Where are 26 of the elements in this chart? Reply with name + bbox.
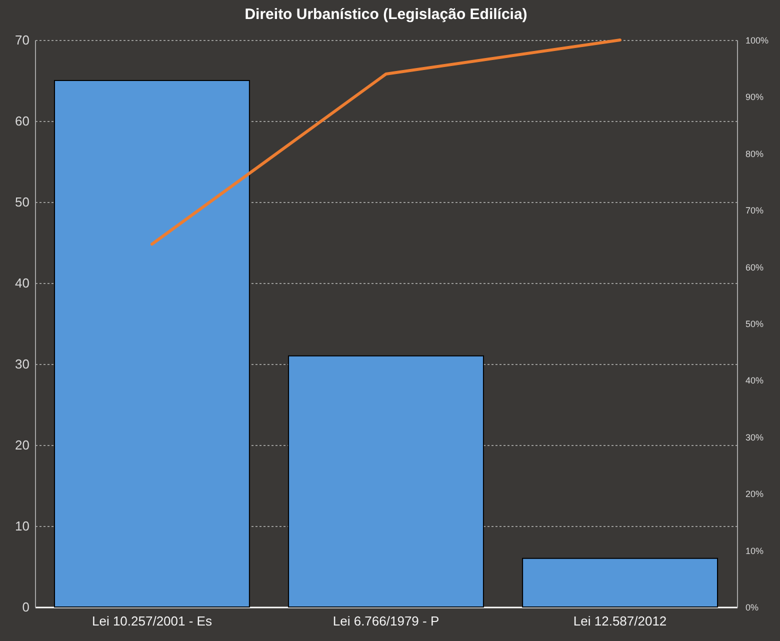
- y2-tick-label: 90%: [746, 92, 764, 102]
- x-tick-label: Lei 6.766/1979 - P: [332, 614, 440, 628]
- bar: [522, 558, 718, 608]
- y-tick-label: 0: [22, 600, 30, 614]
- y2-tick-label: 70%: [746, 206, 764, 216]
- y2-tick-label: 100%: [746, 36, 769, 46]
- y2-tick-label: 50%: [746, 319, 764, 329]
- y2-tick-label: 10%: [746, 546, 764, 556]
- y2-tick-label: 80%: [746, 148, 764, 159]
- y2-tick-label: 40%: [746, 376, 764, 386]
- y2-tick-label: 0%: [746, 602, 759, 612]
- y-tick-label: 50: [15, 194, 30, 210]
- y2-tick-label: 30%: [746, 432, 764, 442]
- y-tick-label: 60: [15, 114, 30, 128]
- y-tick-label: 20: [15, 438, 30, 452]
- y2-tick-label: 60%: [746, 262, 764, 272]
- y-tick-label: 30: [15, 356, 30, 372]
- chart-title: Direito Urbanístico (Legislação Edilícia): [244, 6, 528, 23]
- y2-tick-label: 20%: [746, 489, 764, 500]
- x-tick-label: Lei 12.587/2012: [573, 614, 667, 628]
- y-tick-label: 10: [15, 518, 30, 534]
- y-tick-label: 70: [15, 32, 30, 48]
- y-tick-label: 40: [15, 276, 30, 290]
- bar: [54, 80, 250, 608]
- x-tick-label: Lei 10.257/2001 - Es: [92, 614, 212, 628]
- bar: [288, 355, 484, 608]
